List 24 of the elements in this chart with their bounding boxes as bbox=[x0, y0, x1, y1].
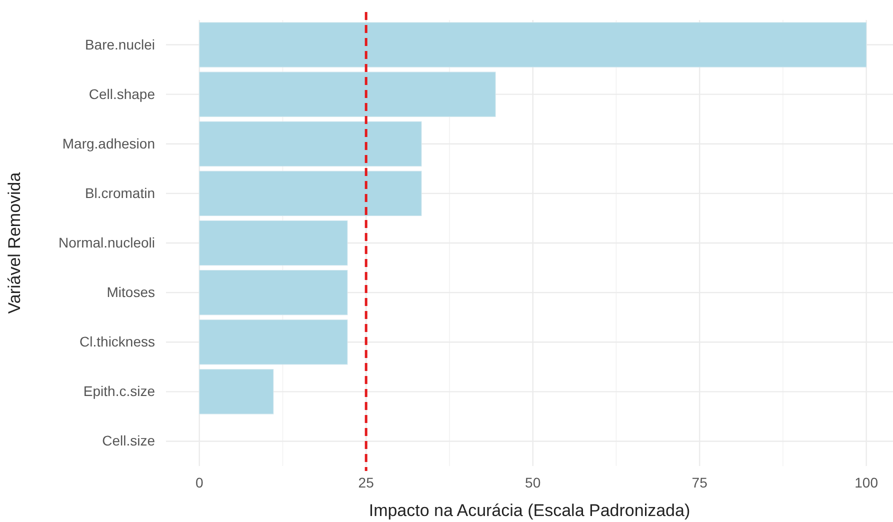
x-tick-label: 50 bbox=[525, 474, 541, 491]
bar bbox=[199, 320, 348, 365]
y-tick-label: Normal.nucleoli bbox=[58, 234, 155, 250]
x-tick-label: 75 bbox=[692, 474, 708, 491]
bar bbox=[199, 22, 867, 68]
y-tick-label: Marg.adhesion bbox=[62, 135, 155, 152]
y-tick-label: Epith.c.size bbox=[83, 383, 156, 400]
y-tick-label: Mitoses bbox=[106, 284, 155, 300]
y-tick-label: Cl.thickness bbox=[80, 334, 155, 350]
bar bbox=[199, 170, 422, 216]
y-tick-label: Cell.size bbox=[102, 432, 156, 449]
y-tick-label: Bl.cromatin bbox=[84, 184, 155, 201]
x-tick-label: 100 bbox=[854, 474, 878, 491]
y-tick-label: Cell.shape bbox=[88, 86, 156, 102]
x-tick-label: 25 bbox=[358, 474, 374, 491]
bar bbox=[199, 72, 496, 117]
x-tick-label: 0 bbox=[195, 474, 204, 491]
bar bbox=[199, 121, 422, 166]
x-axis-title: Impacto na Acurácia (Escala Padronizada) bbox=[368, 501, 690, 520]
y-tick-label: Bare.nuclei bbox=[84, 36, 155, 52]
bar bbox=[199, 369, 274, 414]
y-axis-title: Variável Removida bbox=[5, 172, 24, 314]
bar bbox=[199, 220, 348, 266]
bar bbox=[199, 270, 348, 316]
